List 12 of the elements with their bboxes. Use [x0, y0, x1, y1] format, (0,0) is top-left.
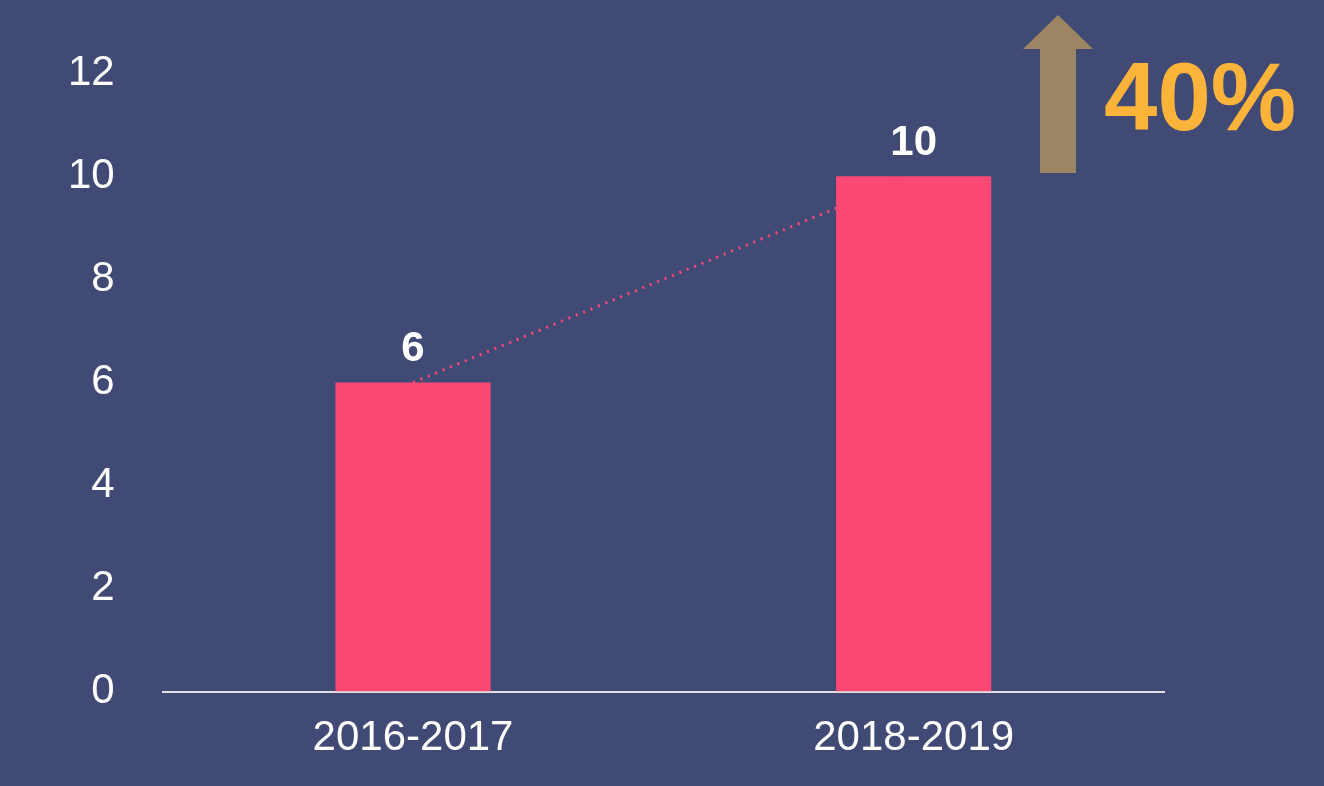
y-tick-label: 12: [68, 46, 115, 94]
y-tick-label: 6: [91, 355, 115, 403]
annotation: 40%: [1104, 42, 1297, 152]
x-tick-label: 2016-2017: [312, 712, 514, 760]
y-tick-label: 4: [91, 459, 115, 507]
y-tick-label: 8: [91, 252, 115, 300]
x-tick-label: 2018-2019: [813, 712, 1015, 760]
data-label: 10: [890, 116, 938, 164]
y-tick-label: 2: [91, 562, 115, 610]
y-tick-label: 10: [68, 149, 115, 197]
y-tick-label: 0: [91, 665, 115, 713]
data-label: 6: [401, 322, 425, 370]
